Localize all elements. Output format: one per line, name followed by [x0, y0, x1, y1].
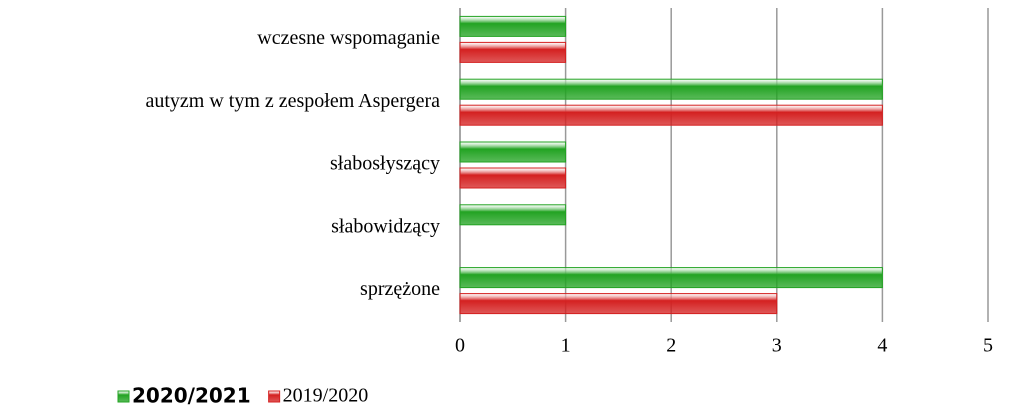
x-tick-label: 3 — [772, 335, 782, 357]
bar — [459, 167, 567, 189]
y-tick-label: słabosłyszący — [330, 153, 440, 175]
bar — [459, 267, 883, 289]
legend-label: 2019/2020 — [283, 385, 369, 407]
legend-swatch — [117, 390, 130, 403]
x-tick-label: 2 — [666, 335, 676, 357]
legend-swatch — [268, 390, 281, 403]
bar — [459, 78, 883, 100]
bar — [459, 204, 567, 226]
x-tick-label: 5 — [983, 335, 993, 357]
bar — [459, 41, 567, 63]
x-tick-label: 1 — [561, 335, 571, 357]
bar — [459, 15, 567, 37]
y-tick-label: słabowidzący — [331, 215, 440, 237]
y-tick-label: autyzm w tym z zespołem Aspergera — [145, 90, 440, 112]
y-tick-label: wczesne wspomaganie — [257, 27, 440, 49]
bar — [459, 104, 883, 126]
bar — [459, 293, 778, 315]
y-tick-label: sprzężone — [360, 278, 440, 300]
x-tick-label: 4 — [877, 335, 887, 357]
x-tick-label: 0 — [455, 335, 465, 357]
legend-label: 2020/2021 — [132, 384, 251, 408]
bar — [459, 141, 567, 163]
